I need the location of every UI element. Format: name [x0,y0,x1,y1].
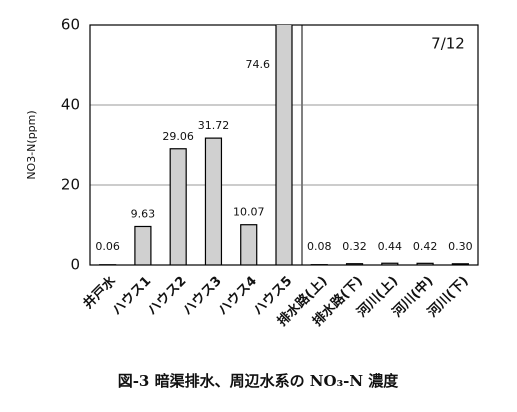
annotation: 7/12 [431,35,465,53]
value-label: 0.32 [342,240,367,253]
y-axis-label: NO3-N(ppm) [25,110,38,179]
bar [135,226,151,265]
value-label: 31.72 [198,119,230,132]
bar [417,263,433,265]
y-tick-label: 40 [61,96,80,114]
value-label: 0.06 [95,240,120,253]
value-label: 74.6 [246,58,271,71]
bar [205,138,221,265]
value-label: 0.44 [378,240,403,253]
value-label: 0.42 [413,240,438,253]
bars [100,0,469,265]
value-label: 10.07 [233,206,265,219]
y-tick-label: 60 [61,16,80,34]
chart-title: 図-3 暗渠排水、周辺水系の NO₃-N 濃度 [118,372,400,390]
bar [276,0,292,265]
y-tick-label: 0 [70,256,80,274]
bar [452,264,468,265]
bar [241,225,257,265]
bar [382,263,398,265]
value-label: 9.63 [131,207,156,220]
value-label: 0.30 [448,240,473,253]
bar [347,264,363,265]
value-label: 0.08 [307,240,332,253]
value-label: 29.06 [162,130,194,143]
y-tick-label: 20 [61,176,80,194]
bar [170,149,186,265]
